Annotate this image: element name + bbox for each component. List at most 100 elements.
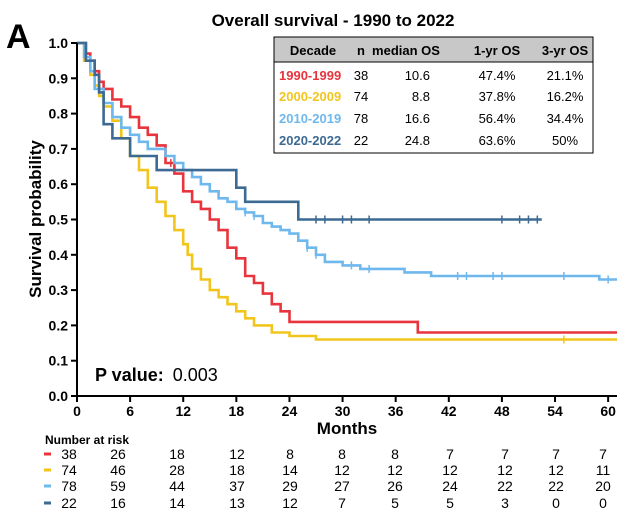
risk-count: 26	[110, 446, 126, 462]
y-tick-label: 0.4	[49, 247, 69, 263]
risk-count: 7	[446, 446, 454, 462]
curve-2010-2019	[77, 41, 617, 281]
p-value-label: P value:	[95, 365, 164, 385]
summary-table: Decade n median OS 1-yr OS 3-yr OS 1990-1999 3…	[273, 36, 594, 154]
risk-count: 13	[229, 495, 245, 511]
table-header-cell: 3-yr OS	[542, 43, 589, 58]
risk-count: 8	[286, 446, 294, 462]
table-decade-cell: 1990-1999	[279, 68, 341, 83]
p-value-value: 0.003	[173, 365, 218, 385]
x-tick-label: 60	[600, 403, 616, 419]
curve-2020-2022	[77, 41, 542, 221]
table-header-cell: 1-yr OS	[474, 43, 521, 58]
risk-count: 29	[282, 478, 298, 494]
censor-marks	[170, 159, 609, 344]
risk-count: 20	[595, 478, 611, 494]
table-header-cell: n	[357, 43, 365, 58]
risk-count: 44	[169, 478, 185, 494]
table-cell: 50%	[552, 133, 578, 148]
table-header-cell: median OS	[372, 43, 440, 58]
y-tick-label: 0.2	[49, 317, 69, 333]
table-decade-cell: 2000-2009	[279, 89, 341, 104]
risk-count: 12	[229, 446, 245, 462]
risk-count: 8	[391, 446, 399, 462]
table-decade-cell: 2010-2019	[279, 111, 341, 126]
table-cell: 16.6	[405, 111, 430, 126]
risk-count: 59	[110, 478, 126, 494]
p-value-annotation: P value: 0.003	[95, 365, 218, 385]
risk-count: 27	[334, 478, 350, 494]
table-cell: 37.8%	[479, 89, 516, 104]
table-cell: 10.6	[405, 68, 430, 83]
risk-count: 14	[169, 495, 185, 511]
risk-count: 12	[282, 495, 298, 511]
risk-count: 12	[334, 462, 350, 478]
risk-count: 46	[110, 462, 126, 478]
y-tick-label: 0.6	[49, 176, 69, 192]
risk-count: 14	[282, 462, 298, 478]
y-tick-label: 0.9	[49, 70, 69, 86]
risk-count: 37	[229, 478, 245, 494]
risk-count: 0	[552, 495, 560, 511]
table-cell: 63.6%	[479, 133, 516, 148]
risk-count: 8	[338, 446, 346, 462]
y-axis-label: Survival probability	[26, 140, 45, 298]
risk-count: 12	[548, 462, 564, 478]
y-tick-label: 0.1	[49, 353, 69, 369]
curve-1990-1999	[77, 41, 617, 334]
survival-curves	[77, 41, 617, 341]
table-decade-cell: 2020-2022	[279, 133, 341, 148]
x-tick-label: 24	[282, 403, 298, 419]
x-tick-label: 18	[229, 403, 245, 419]
y-tick-label: 0.5	[49, 212, 69, 228]
summary-table-cells: Decade n median OS 1-yr OS 3-yr OS 1990-1999 3…	[279, 43, 588, 148]
risk-count: 16	[110, 495, 126, 511]
risk-count: 22	[61, 495, 77, 511]
table-header-cell: Decade	[290, 43, 336, 58]
risk-count: 0	[599, 495, 607, 511]
risk-count: 7	[552, 446, 560, 462]
y-tick-label: 0.3	[49, 282, 69, 298]
risk-count: 12	[442, 462, 458, 478]
risk-count: 12	[387, 462, 403, 478]
y-tick-label: 0.7	[49, 141, 69, 157]
risk-count: 5	[391, 495, 399, 511]
table-cell: 21.1%	[547, 68, 584, 83]
risk-count: 7	[599, 446, 607, 462]
summary-table-header-bg	[273, 36, 594, 63]
risk-count: 11	[596, 462, 611, 478]
table-cell: 38	[354, 68, 368, 83]
risk-count: 7	[501, 446, 509, 462]
risk-count: 12	[497, 462, 513, 478]
table-cell: 24.8	[405, 133, 430, 148]
risk-count: 78	[61, 478, 77, 494]
table-cell: 34.4%	[547, 111, 584, 126]
x-tick-label: 30	[335, 403, 351, 419]
x-ticks: 0 6 12 18 24 30 36 42 48 54 60	[73, 396, 616, 419]
risk-count: 74	[61, 462, 77, 478]
risk-count: 5	[446, 495, 454, 511]
x-tick-label: 36	[388, 403, 404, 419]
table-cell: 74	[354, 89, 368, 104]
plot-area: 0 6 12 18 24 30 36 42 48 54 60 0.00.10.20.30.40.50…	[49, 35, 617, 419]
x-tick-label: 54	[547, 403, 563, 419]
table-cell: 78	[354, 111, 368, 126]
risk-count: 7	[338, 495, 346, 511]
risk-count: 38	[61, 446, 77, 462]
table-cell: 56.4%	[479, 111, 516, 126]
risk-count: 18	[169, 446, 185, 462]
y-ticks: 0.0 0.1 0.2 0.3 0.4 0.5 0.6 0.7 0.8 0.9 1.0	[49, 35, 77, 404]
x-axis-label: Months	[317, 419, 377, 438]
chart-title: Overall survival - 1990 to 2022	[212, 11, 455, 30]
x-tick-label: 0	[73, 403, 81, 419]
risk-count: 3	[501, 495, 509, 511]
risk-count: 26	[387, 478, 403, 494]
panel-label: A	[6, 18, 31, 56]
y-tick-label: 1.0	[49, 35, 69, 51]
risk-count: 18	[229, 462, 245, 478]
y-tick-label: 0.0	[49, 388, 69, 404]
table-cell: 16.2%	[547, 89, 584, 104]
svg-text:P value: 0.003: P value: 0.003	[95, 365, 218, 385]
